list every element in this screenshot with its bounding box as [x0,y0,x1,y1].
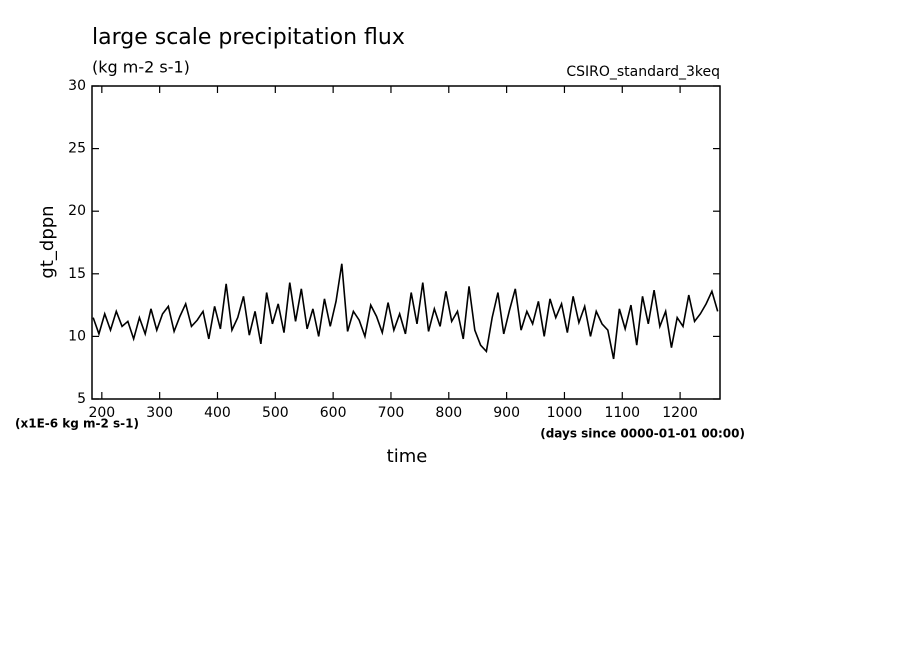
y-tick-label: 20 [68,203,86,219]
y-tick-label: 30 [68,78,86,94]
x-tick-label: 800 [435,405,462,421]
plot-frame [91,85,721,400]
y-unit-note: (x1E-6 kg m-2 s-1) [15,417,139,431]
x-axis-label: time [387,446,428,467]
y-tick-label: 15 [68,266,86,282]
x-tick-label: 200 [88,405,115,421]
x-unit-note: (days since 0000-01-01 00:00) [540,427,745,441]
y-tick-label: 5 [77,391,86,407]
x-tick-label: 400 [204,405,231,421]
x-tick-label: 300 [146,405,173,421]
data-line [92,263,719,360]
x-tick-label: 900 [493,405,520,421]
y-axis-label: gt_dppn [37,205,58,278]
y-tick-label: 10 [68,328,86,344]
x-tick-label: 1000 [547,405,583,421]
chart-title: large scale precipitation flux [92,25,405,50]
x-tick-label: 600 [320,405,347,421]
chart-subtitle: (kg m-2 s-1) [92,58,190,77]
x-tick-label: 500 [262,405,289,421]
y-tick-label: 25 [68,141,86,157]
annotation: CSIRO_standard_3keq [566,64,720,80]
x-tick-label: 700 [378,405,405,421]
x-tick-label: 1100 [604,405,640,421]
x-tick-label: 1200 [662,405,698,421]
